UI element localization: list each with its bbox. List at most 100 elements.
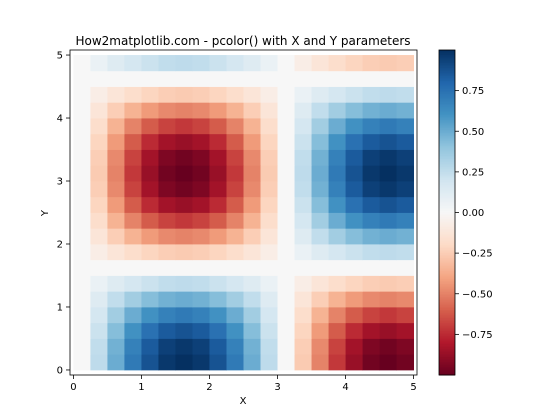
heatmap-cell bbox=[158, 275, 176, 292]
heatmap-cell bbox=[396, 291, 414, 308]
colorbar-segment bbox=[439, 358, 455, 361]
colorbar-segment bbox=[439, 305, 455, 308]
colorbar-segment bbox=[439, 292, 455, 295]
heatmap-cell bbox=[226, 70, 244, 87]
colorbar-segment bbox=[439, 287, 455, 290]
heatmap-cell bbox=[362, 212, 380, 229]
colorbar-segment bbox=[439, 181, 455, 184]
heatmap-cell bbox=[141, 118, 159, 135]
heatmap-cell bbox=[345, 259, 363, 276]
heatmap-cell bbox=[124, 291, 142, 308]
heatmap-cell bbox=[362, 149, 380, 166]
heatmap-cell bbox=[73, 181, 91, 198]
heatmap-cell bbox=[209, 306, 227, 324]
colorbar-segment bbox=[439, 113, 455, 116]
heatmap-cell bbox=[192, 118, 210, 135]
heatmap-cell bbox=[175, 70, 193, 87]
colorbar-segment bbox=[439, 84, 455, 87]
heatmap-cell bbox=[90, 306, 108, 324]
colorbar-segment bbox=[439, 233, 455, 236]
y-tick-label: 1 bbox=[57, 302, 63, 313]
heatmap-cell bbox=[379, 102, 397, 119]
colorbar-segment bbox=[439, 137, 455, 140]
heatmap-cell bbox=[396, 181, 414, 198]
colorbar-segment bbox=[439, 254, 455, 257]
heatmap-cell bbox=[379, 212, 397, 229]
heatmap-cell bbox=[158, 102, 176, 119]
colorbar-segment bbox=[439, 204, 455, 207]
colorbar-segment bbox=[439, 350, 455, 353]
colorbar-segment bbox=[439, 71, 455, 74]
heatmap-cell bbox=[175, 86, 193, 103]
colorbar-segment bbox=[439, 288, 455, 292]
heatmap-cell bbox=[311, 259, 329, 276]
heatmap-cell bbox=[396, 259, 414, 276]
colorbar-segment bbox=[439, 152, 455, 155]
heatmap-cell bbox=[107, 306, 125, 324]
heatmap-cell bbox=[175, 133, 193, 150]
heatmap-cell bbox=[294, 228, 312, 245]
heatmap-cell bbox=[294, 70, 312, 87]
heatmap-cell bbox=[362, 338, 380, 355]
heatmap-cell bbox=[209, 291, 227, 308]
colorbar-segment bbox=[439, 336, 455, 339]
colorbar-segment bbox=[439, 331, 455, 334]
heatmap-cell bbox=[141, 322, 159, 339]
colorbar-segment bbox=[439, 353, 455, 357]
colorbar-segment bbox=[439, 207, 455, 210]
colorbar-segment bbox=[439, 217, 455, 220]
plot-frame bbox=[69, 49, 418, 376]
heatmap-cell bbox=[311, 196, 329, 213]
colorbar-segment bbox=[439, 115, 455, 118]
colorbar-segment bbox=[439, 132, 455, 136]
heatmap-cell bbox=[311, 354, 329, 371]
heatmap-cell bbox=[158, 354, 176, 371]
colorbar-segment bbox=[439, 77, 455, 80]
heatmap-cell bbox=[328, 228, 346, 245]
heatmap-cell bbox=[226, 354, 244, 371]
heatmap-cell bbox=[90, 118, 108, 135]
colorbar-segment bbox=[439, 186, 455, 189]
heatmap-cell bbox=[73, 306, 91, 324]
heatmap-cell bbox=[345, 322, 363, 339]
heatmap-cell bbox=[396, 306, 414, 324]
heatmap-cell bbox=[260, 102, 278, 119]
y-tick-label: 3 bbox=[57, 177, 63, 188]
colorbar-segment bbox=[439, 157, 455, 160]
colorbar-segment bbox=[439, 189, 455, 192]
heatmap-cell bbox=[124, 165, 142, 182]
heatmap-cell bbox=[192, 149, 210, 166]
heatmap-cell bbox=[209, 243, 227, 261]
heatmap-cell bbox=[311, 86, 329, 103]
heatmap-cell bbox=[362, 322, 380, 339]
colorbar-segment bbox=[439, 258, 455, 261]
colorbar-segment bbox=[439, 277, 455, 280]
heatmap-cell bbox=[107, 86, 125, 103]
colorbar-segment bbox=[439, 232, 455, 235]
colorbar-segment bbox=[439, 295, 455, 298]
heatmap-cell bbox=[107, 338, 125, 355]
colorbar-segment bbox=[439, 80, 455, 84]
colorbar-segment bbox=[439, 301, 455, 305]
heatmap-cell bbox=[158, 181, 176, 198]
colorbar-segment bbox=[439, 124, 455, 127]
heatmap-cell bbox=[294, 102, 312, 119]
heatmap-cell bbox=[209, 354, 227, 371]
heatmap-cell bbox=[73, 354, 91, 371]
heatmap-cell bbox=[175, 165, 193, 182]
colorbar-segment bbox=[439, 92, 455, 95]
heatmap-cell bbox=[328, 55, 346, 72]
heatmap-cell bbox=[209, 322, 227, 339]
heatmap-cell bbox=[192, 275, 210, 292]
heatmap-cell bbox=[124, 118, 142, 135]
heatmap-cell bbox=[141, 354, 159, 371]
heatmap-cell bbox=[345, 55, 363, 72]
colorbar-segment bbox=[439, 56, 455, 59]
colorbar-segment bbox=[439, 318, 455, 321]
heatmap-cell bbox=[243, 259, 261, 276]
heatmap-cell bbox=[107, 354, 125, 371]
colorbar-segment bbox=[439, 366, 455, 370]
colorbar-segment bbox=[439, 337, 455, 340]
colorbar-segment bbox=[439, 162, 455, 165]
y-tick-label: 4 bbox=[57, 114, 63, 125]
